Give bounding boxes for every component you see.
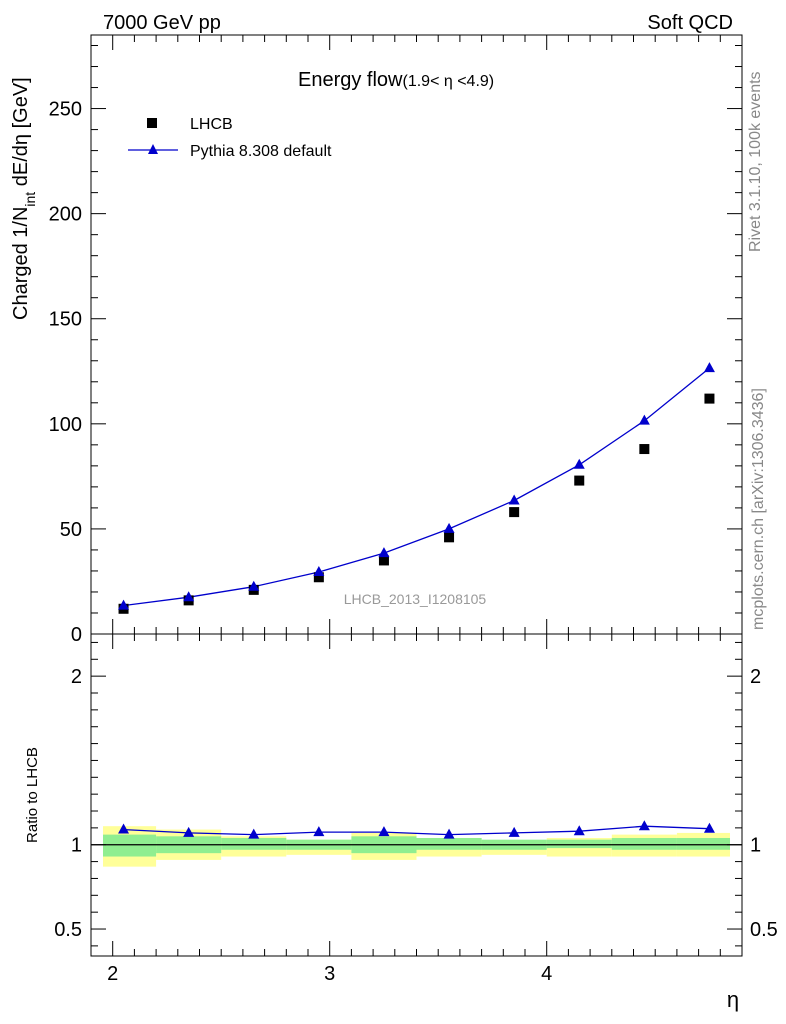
lhcb-point [704, 393, 715, 404]
legend: LHCB Pythia 8.308 default [128, 116, 332, 160]
ratio-pythia-point [118, 823, 130, 834]
ratio-pythia-line [123, 825, 710, 836]
main-ytick-label: 200 [49, 204, 82, 226]
header-process: Soft QCD [647, 12, 733, 34]
ratio-pythia-point [313, 826, 325, 837]
legend-label-pythia: Pythia 8.308 default [190, 143, 332, 160]
lhcb-point [509, 507, 520, 518]
legend-marker-pythia [148, 144, 158, 154]
ratio-pythia-point [183, 826, 195, 837]
x-axis-label: η [727, 987, 739, 1012]
ratio-band-inner [103, 834, 157, 857]
pythia-point [378, 547, 390, 558]
legend-marker-lhcb [147, 118, 157, 128]
pythia-point [703, 362, 715, 373]
analysis-watermark: LHCB_2013_I1208105 [344, 591, 487, 607]
main-plot-marks [118, 362, 715, 614]
main-ytick-label: 100 [49, 414, 82, 436]
pythia-point [118, 599, 130, 610]
lhcb-point [313, 572, 324, 583]
ratio-plot-axes: 0.5 0.5 1 1 2 2 2 3 4 [54, 634, 778, 985]
rivet-label: Rivet 3.1.10, 100k events [747, 71, 764, 252]
main-title-text: Energy flow [298, 69, 403, 91]
ratio-band-inner [546, 839, 612, 849]
pythia-point [443, 522, 455, 533]
lhcb-point [574, 475, 585, 486]
ratio-pythia-point [508, 826, 520, 837]
main-title: Energy flow(1.9< η <4.9) [298, 69, 494, 91]
ratio-band-inner [611, 837, 677, 850]
main-ytick-label: 150 [49, 309, 82, 331]
lhcb-point [639, 444, 650, 455]
pythia-point [573, 458, 585, 469]
ratio-ytick-label: 2 [71, 666, 82, 688]
ratio-plot-marks [91, 820, 742, 867]
pythia-point [313, 565, 325, 576]
ratio-ytick-label-right: 1 [750, 835, 761, 857]
header-energy: 7000 GeV pp [103, 12, 221, 34]
ratio-pythia-point [703, 822, 715, 833]
pythia-point [183, 591, 195, 602]
pythia-point [248, 580, 260, 591]
ratio-pythia-point [248, 828, 260, 839]
ratio-band-inner [221, 837, 287, 850]
ratio-pythia-point [573, 825, 585, 836]
ratio-ytick-label-right: 2 [750, 666, 761, 688]
main-ylabel-text: Charged 1/N [10, 207, 32, 320]
legend-label-lhcb: LHCB [190, 116, 233, 133]
main-ytick-label: 0 [71, 624, 82, 646]
ratio-band-inner [416, 837, 482, 850]
main-ytick-label: 250 [49, 99, 82, 121]
main-ytick-label: 50 [60, 519, 82, 541]
ratio-ylabel: Ratio to LHCB [24, 747, 41, 843]
ratio-ytick-label-right: 0.5 [750, 919, 778, 941]
ratio-pythia-point [378, 826, 390, 837]
main-plot-axes: 0 50 100 150 200 250 [49, 35, 743, 646]
main-ylabel-sub: int [22, 192, 38, 207]
xtick-label: 4 [541, 963, 552, 985]
main-title-suffix: (1.9< η <4.9) [403, 73, 495, 90]
lhcb-point [378, 555, 389, 566]
mcplots-label: mcplots.cern.ch [arXiv:1306.3436] [750, 388, 767, 630]
pythia-line [123, 367, 710, 607]
ratio-ytick-label: 1 [71, 835, 82, 857]
pythia-point [508, 494, 520, 505]
ratio-pythia-point [638, 820, 650, 831]
xtick-label: 3 [324, 963, 335, 985]
xtick-label: 2 [107, 963, 118, 985]
pythia-point [638, 414, 650, 425]
ratio-band-inner [676, 837, 730, 850]
ratio-pythia-point [443, 828, 455, 839]
main-plot-frame [90, 34, 743, 635]
ratio-ytick-label: 0.5 [54, 919, 82, 941]
main-ylabel-rest: dE/dη [GeV] [10, 77, 32, 192]
ratio-plot-frame [90, 633, 743, 957]
lhcb-point [444, 532, 455, 543]
main-ylabel: Charged 1/Nint dE/dη [GeV] [10, 77, 38, 320]
